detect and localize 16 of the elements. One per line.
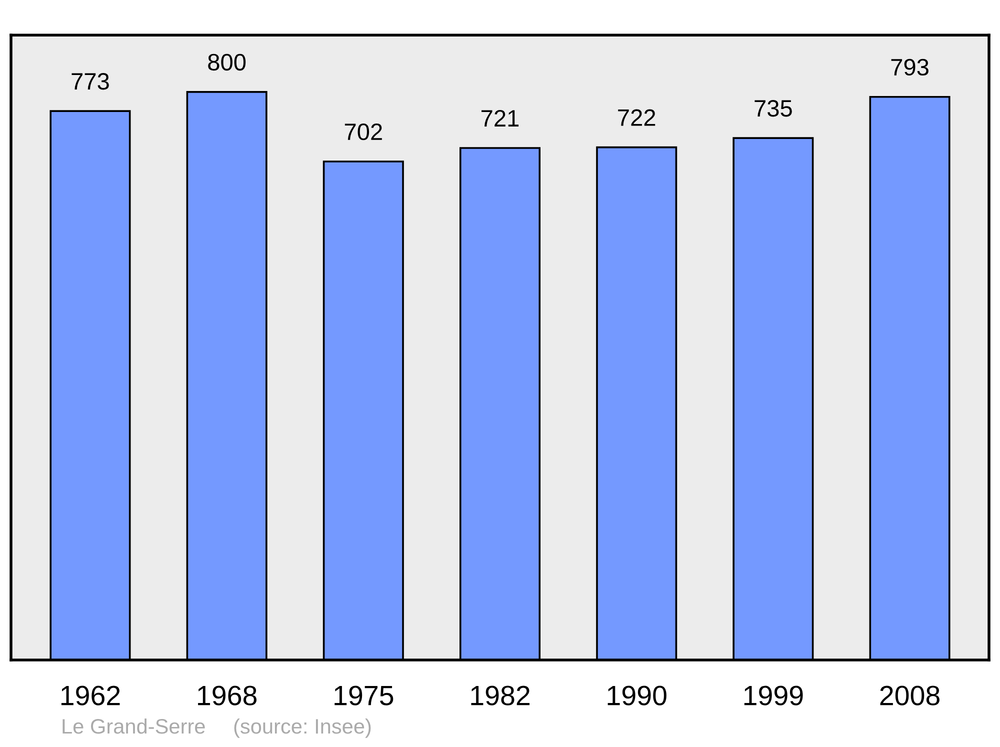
- data-label: 702: [344, 123, 382, 140]
- x-tick-label: 2008: [880, 686, 940, 706]
- x-tick-label: 1982: [471, 686, 530, 706]
- data-label: 721: [482, 110, 519, 126]
- data-label: 773: [72, 73, 109, 90]
- x-tick-label: 1975: [334, 686, 394, 706]
- x-tick-label: 1999: [744, 686, 803, 706]
- data-label: 735: [754, 100, 792, 117]
- data-label: 800: [208, 54, 246, 71]
- x-tick-label: 1968: [198, 686, 257, 706]
- x-tick-label: 1990: [608, 686, 666, 706]
- text: Le Grand-Serre: [62, 718, 205, 734]
- text: (source: Insee): [234, 718, 371, 738]
- data-label: 793: [891, 58, 928, 76]
- data-label: 722: [618, 109, 656, 126]
- x-tick-label: 1962: [61, 686, 120, 706]
